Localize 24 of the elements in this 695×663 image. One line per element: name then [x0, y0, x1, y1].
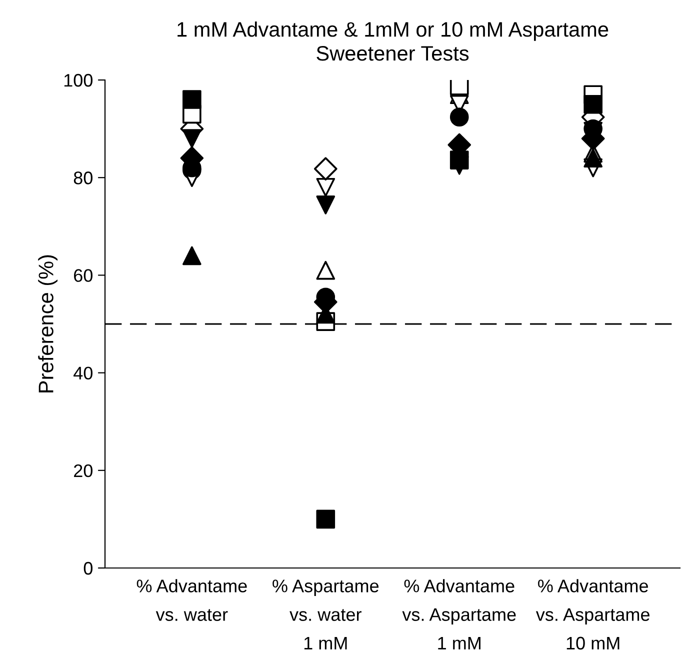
point — [316, 260, 336, 280]
point — [182, 129, 202, 148]
point — [182, 90, 202, 109]
point — [316, 196, 336, 214]
x-tick-label: % Advantame vs. Aspartame 10 mM — [536, 579, 650, 650]
point — [584, 148, 602, 168]
point — [314, 157, 338, 180]
point — [182, 246, 202, 266]
x-tick-label: % Advantame vs. Aspartame 1 mM — [402, 579, 516, 650]
point — [450, 108, 469, 126]
y-tick-label: 80 — [74, 172, 92, 184]
y-tick-label: 100 — [64, 74, 92, 87]
x-tick-label: % Aspartame vs. water 1 mM — [272, 580, 379, 650]
y-tick-label: 0 — [84, 562, 92, 575]
point — [316, 178, 336, 197]
x-tick-label: % Advantame vs. water — [136, 579, 247, 621]
y-tick-label: 40 — [74, 366, 92, 380]
y-tick-label: 60 — [74, 269, 92, 282]
y-axis-title: Preference (%) — [38, 255, 58, 392]
point — [450, 150, 469, 170]
point — [316, 510, 336, 529]
chart-title: 1 mM Advantame & 1mM or 10 mM Aspartame Sweetener Tests — [178, 22, 608, 61]
y-tick-label: 20 — [74, 464, 92, 478]
point — [584, 94, 602, 114]
